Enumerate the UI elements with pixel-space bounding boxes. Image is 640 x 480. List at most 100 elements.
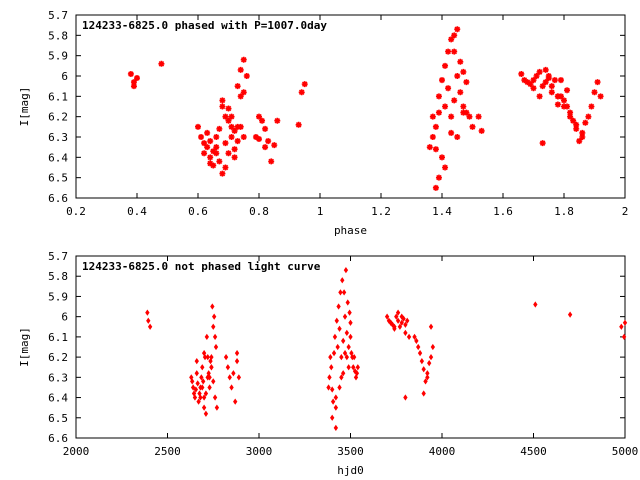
y-tick-label: 6.5	[48, 172, 68, 185]
data-point	[597, 93, 604, 100]
x-tick-label: 4500	[520, 445, 547, 458]
data-point	[210, 303, 215, 310]
data-point	[196, 398, 201, 405]
data-point	[256, 113, 262, 120]
data-point	[194, 370, 199, 377]
plot-frame	[75, 14, 626, 199]
data-point	[201, 140, 208, 147]
x-tick-label: 2	[622, 205, 629, 218]
data-point	[567, 109, 574, 116]
data-point	[561, 103, 567, 110]
data-point	[394, 313, 399, 320]
data-point	[567, 113, 574, 120]
data-point	[432, 146, 439, 153]
data-point	[219, 97, 226, 104]
y-tick-label: 6.4	[48, 151, 68, 164]
data-point	[475, 113, 482, 120]
data-point	[333, 394, 339, 401]
data-point	[233, 398, 238, 405]
y-axis-label: I[mag]	[18, 87, 31, 127]
data-point	[421, 390, 426, 397]
data-point	[252, 134, 259, 140]
x-tick-label: 1.8	[554, 205, 574, 218]
y-tick-label: 6.1	[48, 331, 68, 344]
data-point	[328, 353, 333, 361]
data-point	[338, 289, 343, 296]
data-point	[240, 89, 247, 96]
data-point	[345, 299, 350, 306]
data-point	[145, 309, 150, 316]
data-point	[147, 323, 153, 330]
data-point	[225, 105, 232, 112]
data-point	[428, 353, 434, 361]
data-point	[234, 123, 241, 130]
data-point	[548, 89, 555, 96]
data-point	[427, 360, 432, 367]
data-point	[213, 343, 219, 351]
data-point	[234, 83, 241, 90]
y-tick-label: 6.6	[48, 432, 68, 445]
x-tick-label: 2000	[63, 445, 90, 458]
data-point	[236, 374, 242, 381]
y-tick-label: 6.4	[48, 392, 68, 405]
data-point	[564, 103, 571, 110]
data-point	[199, 374, 204, 381]
data-point	[399, 313, 404, 320]
data-point	[330, 414, 335, 421]
x-tick-label: 0.4	[127, 205, 147, 218]
data-point	[234, 349, 240, 357]
data-point	[212, 333, 218, 341]
x-axis-label: phase	[334, 224, 367, 237]
data-point	[621, 333, 627, 341]
data-point	[430, 343, 436, 351]
data-point	[332, 333, 338, 341]
data-point	[530, 77, 537, 84]
data-point	[222, 140, 229, 147]
data-point	[388, 319, 393, 326]
data-point	[200, 384, 205, 391]
data-point	[201, 404, 207, 411]
data-point	[213, 134, 220, 140]
data-point	[463, 109, 470, 116]
data-point	[193, 386, 199, 393]
data-point	[579, 134, 586, 140]
data-point	[594, 79, 601, 86]
data-point	[432, 123, 439, 130]
data-point	[301, 81, 308, 88]
data-point	[225, 150, 232, 157]
data-point	[240, 56, 247, 63]
data-point	[403, 329, 408, 336]
y-tick-label: 6.2	[48, 351, 68, 364]
y-tick-label: 6.5	[48, 412, 68, 425]
data-point	[466, 113, 473, 120]
x-tick-label: 1	[317, 205, 324, 218]
data-point	[533, 73, 540, 79]
data-point	[421, 366, 426, 373]
data-point	[243, 73, 250, 79]
data-point	[585, 113, 592, 120]
data-point	[576, 138, 583, 145]
data-point	[557, 93, 564, 100]
data-point	[335, 343, 340, 351]
data-point	[573, 121, 580, 128]
data-point	[333, 404, 339, 411]
data-point	[554, 93, 561, 100]
x-tick-label: 4000	[429, 445, 456, 458]
data-point	[234, 358, 240, 365]
data-point	[216, 125, 223, 132]
data-point	[271, 142, 278, 149]
y-tick-label: 6.3	[48, 371, 68, 384]
data-point	[212, 313, 217, 320]
data-point	[216, 158, 223, 165]
data-point	[403, 394, 408, 401]
data-point	[460, 68, 467, 75]
data-point	[435, 109, 442, 116]
data-point	[204, 144, 211, 151]
data-point	[588, 103, 595, 110]
data-point	[342, 349, 348, 357]
data-point	[339, 353, 344, 361]
data-point	[342, 313, 348, 320]
x-tick-label: 5000	[612, 445, 639, 458]
y-tick-label: 6.2	[48, 111, 68, 124]
